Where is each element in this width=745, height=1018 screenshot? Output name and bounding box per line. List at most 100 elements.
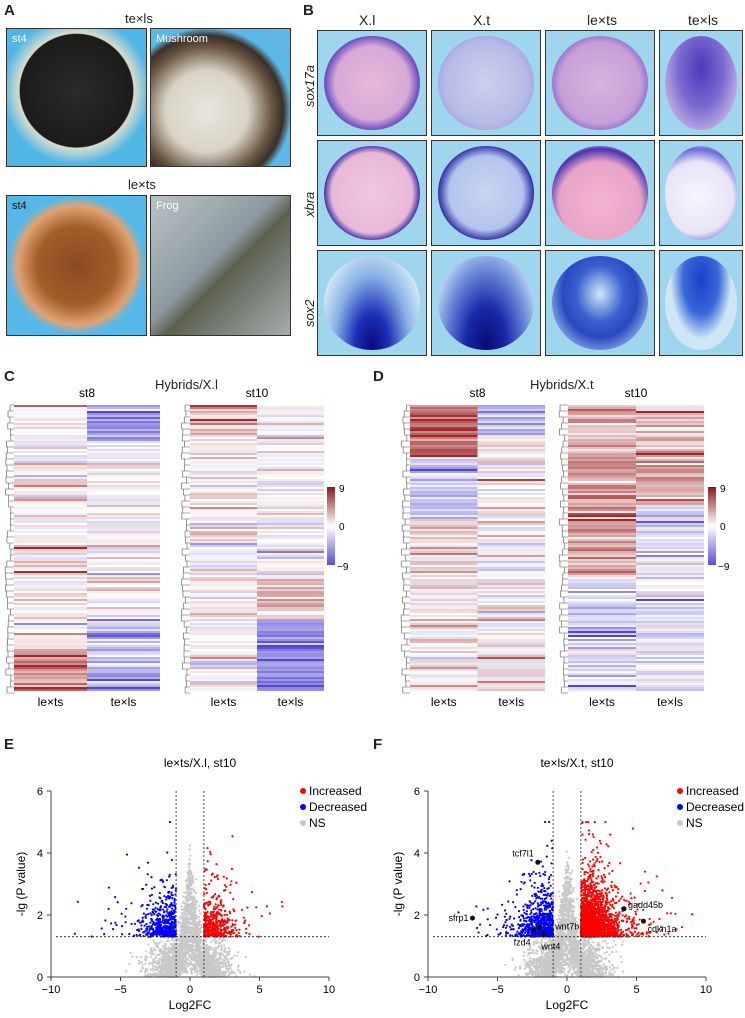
- column-label: le×ts: [587, 12, 617, 28]
- point-ns: [179, 945, 182, 948]
- heatmap-cell: [636, 513, 704, 515]
- heatmap-cell: [410, 665, 478, 667]
- point-increased: [260, 915, 263, 918]
- heatmap-cell: [190, 407, 257, 409]
- point-ns: [225, 954, 228, 957]
- point-ns: [198, 953, 201, 956]
- heatmap-cell: [636, 561, 704, 563]
- heatmap-cell: [636, 627, 704, 629]
- heatmap-cell: [477, 595, 545, 597]
- heatmap-cell: [410, 599, 478, 601]
- point-ns: [194, 954, 198, 957]
- heatmap-cell: [14, 415, 87, 417]
- point-ns: [223, 959, 226, 963]
- point-ns: [169, 951, 172, 955]
- heatmap-cell: [190, 631, 257, 633]
- point-ns: [194, 923, 197, 926]
- heatmap-cell: [636, 611, 704, 613]
- point-ns: [152, 973, 155, 976]
- point-decreased: [158, 925, 161, 929]
- photo-texls-mushroom: Mushroom: [150, 28, 291, 167]
- heatmap-cell: [410, 635, 478, 637]
- point-ns: [170, 956, 173, 959]
- heatmap-cell: [410, 409, 478, 411]
- heatmap-cell: [257, 469, 324, 471]
- heatmap-cell: [410, 659, 478, 661]
- heatmap-cell: [190, 447, 257, 449]
- point-increased: [213, 875, 216, 879]
- heatmap-cell: [257, 465, 324, 467]
- heatmap-cell: [636, 665, 704, 667]
- point-increased: [216, 925, 219, 928]
- heatmap-cell: [257, 661, 324, 663]
- heatmap-cell: [636, 657, 704, 659]
- point-decreased: [137, 928, 140, 931]
- point-increased: [215, 930, 218, 933]
- point-ns: [144, 950, 148, 953]
- heatmap-cell: [190, 689, 257, 691]
- heatmap-cell: [257, 633, 324, 635]
- point-increased: [209, 915, 212, 918]
- heatmap-cell: [568, 615, 636, 617]
- point-decreased: [146, 903, 149, 907]
- heatmap-cell: [477, 597, 545, 599]
- heatmap-cell: [410, 647, 478, 649]
- heatmap-cell: [190, 537, 257, 539]
- point-ns: [161, 973, 165, 977]
- heatmap-cell: [87, 435, 160, 437]
- heatmap-cell: [87, 449, 160, 451]
- heatmap-cell: [257, 405, 324, 407]
- heatmap-cell: [190, 637, 257, 639]
- point-ns: [227, 957, 230, 961]
- point-ns: [150, 968, 153, 971]
- heatmap-cell: [410, 529, 478, 531]
- heatmap-cell: [568, 549, 636, 551]
- heatmap-cell: [190, 477, 257, 479]
- heatmap-cell: [190, 481, 257, 483]
- point-increased: [203, 892, 206, 896]
- heatmap-cell: [190, 439, 257, 441]
- heatmap-cell: [257, 649, 324, 651]
- heatmap-cell: [87, 567, 160, 569]
- heatmap-cell: [477, 665, 545, 667]
- heatmap-cell: [568, 535, 636, 537]
- point-ns: [167, 946, 170, 949]
- heatmap-cell: [478, 485, 546, 487]
- point-ns: [189, 883, 192, 886]
- heatmap-cell: [14, 593, 87, 595]
- heatmap-cell: [14, 503, 87, 505]
- heatmap-cell: [410, 505, 478, 507]
- point-increased: [206, 847, 209, 850]
- point-ns: [161, 970, 164, 974]
- heatmap-cell: [14, 543, 87, 545]
- heatmap-cell: [14, 501, 87, 503]
- point-ns: [159, 968, 163, 971]
- point-ns: [192, 898, 195, 901]
- heatmap-cell: [410, 455, 478, 457]
- point-ns: [189, 854, 192, 857]
- heatmap-cell: [410, 623, 478, 625]
- heatmap-cell: [87, 497, 160, 499]
- point-increased: [237, 931, 240, 935]
- heatmap-cell: [477, 559, 545, 561]
- heatmap-cell: [87, 461, 160, 463]
- heatmap-cell: [190, 493, 257, 495]
- heatmap-cell: [636, 591, 704, 593]
- heatmap-cell: [477, 507, 545, 509]
- heatmap-cell: [14, 687, 87, 689]
- heatmap-cell: [14, 485, 87, 487]
- heatmap-cell: [257, 637, 324, 639]
- heatmap-cell: [87, 451, 160, 453]
- point-ns: [160, 958, 164, 961]
- heatmap-cell: [410, 421, 478, 423]
- heatmap-cell: [87, 651, 160, 653]
- heatmap-cell: [410, 451, 478, 453]
- point-increased: [212, 928, 216, 931]
- heatmap-cell: [410, 489, 478, 491]
- point-ns: [186, 951, 189, 954]
- heatmap-cell: [410, 663, 478, 665]
- point-ns: [146, 968, 149, 971]
- point-decreased: [148, 894, 152, 897]
- chart-title: le×ts/X.l, st10: [164, 756, 237, 770]
